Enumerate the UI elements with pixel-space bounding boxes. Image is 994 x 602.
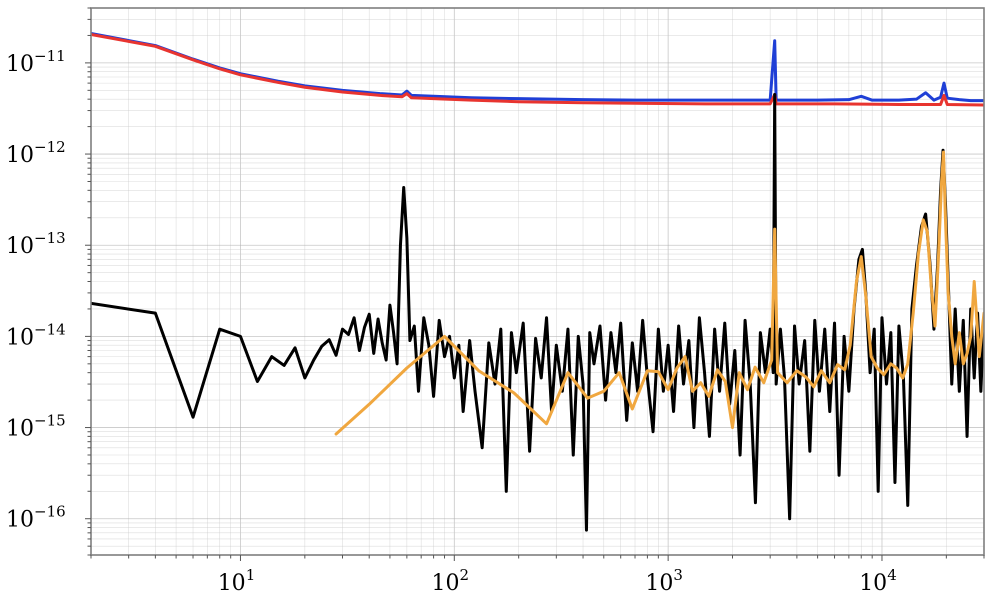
series-line-4 xyxy=(334,150,984,436)
axis-ticks xyxy=(85,7,985,561)
series-line-3 xyxy=(91,93,984,532)
y-tick-labels: 10−11 10−12 10−13 10−14 10−15 10−16 xyxy=(6,47,66,533)
x-tick-label: 102 xyxy=(432,566,470,596)
x-tick-label: 103 xyxy=(645,566,683,596)
grid xyxy=(90,7,985,556)
y-tick-label: 10−11 xyxy=(6,47,66,77)
series-layer xyxy=(91,32,984,532)
x-tick-labels: 101 102 103 104 xyxy=(218,566,897,596)
x-tick-label: 104 xyxy=(859,566,897,596)
y-tick-label: 10−14 xyxy=(6,320,66,350)
y-tick-label: 10−12 xyxy=(6,138,66,168)
x-tick-label: 101 xyxy=(218,566,256,596)
series-line-2 xyxy=(91,32,984,107)
y-tick-label: 10−13 xyxy=(6,229,66,259)
y-tick-label: 10−15 xyxy=(6,412,66,442)
y-tick-label: 10−16 xyxy=(6,503,66,533)
